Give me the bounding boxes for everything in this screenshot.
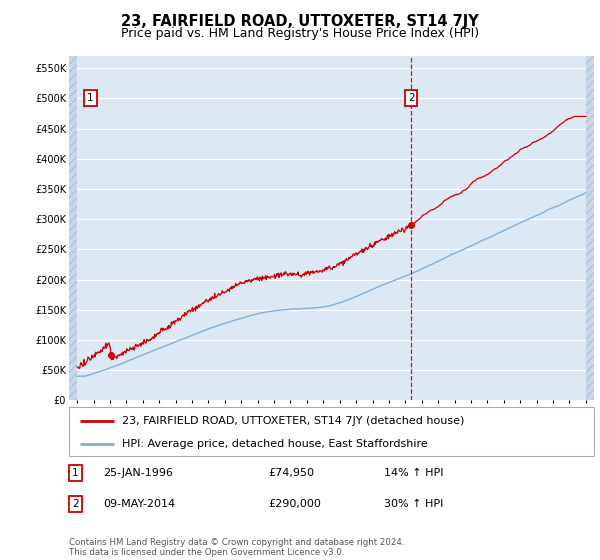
Text: Price paid vs. HM Land Registry's House Price Index (HPI): Price paid vs. HM Land Registry's House … bbox=[121, 27, 479, 40]
Text: HPI: Average price, detached house, East Staffordshire: HPI: Average price, detached house, East… bbox=[121, 438, 427, 449]
Text: 1: 1 bbox=[87, 94, 94, 103]
Text: 2: 2 bbox=[72, 499, 79, 509]
Text: 30% ↑ HPI: 30% ↑ HPI bbox=[384, 499, 443, 509]
Text: £290,000: £290,000 bbox=[269, 499, 322, 509]
Text: 23, FAIRFIELD ROAD, UTTOXETER, ST14 7JY: 23, FAIRFIELD ROAD, UTTOXETER, ST14 7JY bbox=[121, 14, 479, 29]
Text: Contains HM Land Registry data © Crown copyright and database right 2024.
This d: Contains HM Land Registry data © Crown c… bbox=[69, 538, 404, 557]
Text: 09-MAY-2014: 09-MAY-2014 bbox=[103, 499, 175, 509]
Text: 1: 1 bbox=[72, 468, 79, 478]
Text: 14% ↑ HPI: 14% ↑ HPI bbox=[384, 468, 443, 478]
Text: 25-JAN-1996: 25-JAN-1996 bbox=[103, 468, 173, 478]
Text: 23, FAIRFIELD ROAD, UTTOXETER, ST14 7JY (detached house): 23, FAIRFIELD ROAD, UTTOXETER, ST14 7JY … bbox=[121, 416, 464, 426]
Text: 2: 2 bbox=[408, 94, 415, 103]
Bar bbox=[586, 56, 594, 400]
Bar bbox=[69, 56, 77, 400]
FancyBboxPatch shape bbox=[69, 407, 594, 456]
Text: £74,950: £74,950 bbox=[269, 468, 314, 478]
